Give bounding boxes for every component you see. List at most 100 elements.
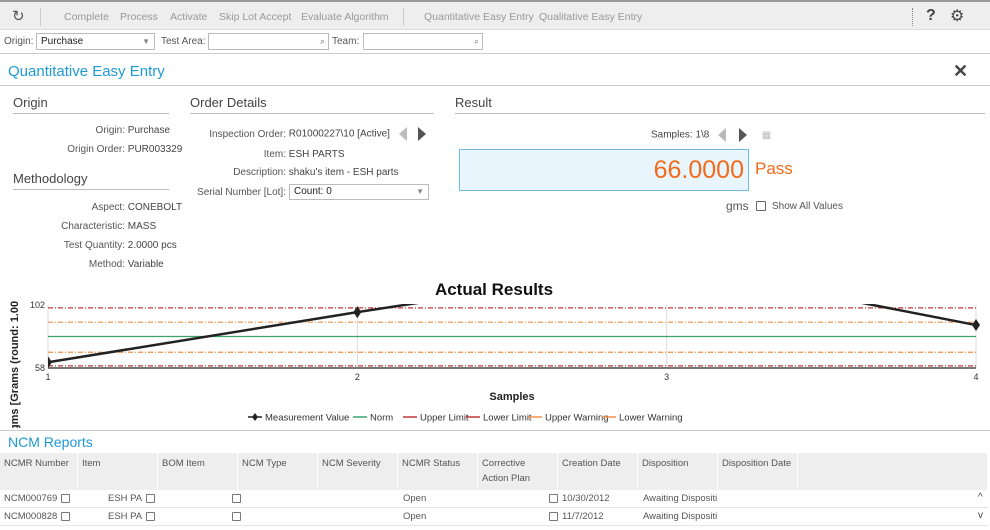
field-label: Inspection Order: <box>209 128 286 140</box>
aspect-field: Aspect: CONEBOLT <box>13 202 182 213</box>
filter-bar: Origin: Purchase ▼ Test Area: ⌕ Team: ⌕ <box>0 30 990 54</box>
chevron-down-icon: ▼ <box>416 187 424 196</box>
test-area-label: Test Area: <box>161 36 206 47</box>
method-field: Method: Variable <box>13 259 164 270</box>
description-field: Description: shaku's item - ESH parts <box>190 167 398 178</box>
column-header[interactable]: Disposition <box>638 453 718 490</box>
header-filler <box>798 453 988 490</box>
gear-icon[interactable]: ⚙ <box>950 8 965 25</box>
calculator-icon[interactable]: ▦ <box>761 129 772 141</box>
field-label: Characteristic: <box>61 221 125 232</box>
column-header[interactable]: Disposition Date <box>718 453 798 490</box>
column-header[interactable]: Creation Date <box>558 453 638 490</box>
previous-order-icon[interactable] <box>398 127 407 141</box>
qualitative-easy-entry-button[interactable]: Qualitative Easy Entry <box>539 11 643 23</box>
test-area-input[interactable]: ⌕ <box>208 33 329 50</box>
cell-item: ESH PA <box>108 511 156 522</box>
divider <box>912 8 913 26</box>
field-value: MASS <box>127 221 157 232</box>
legend-label: Lower Warning <box>619 413 683 424</box>
legend-marker <box>252 413 258 421</box>
skip-lot-accept-button[interactable]: Skip Lot Accept <box>219 11 292 23</box>
result-value-input[interactable]: 66.0000 <box>459 149 749 191</box>
open-record-icon[interactable] <box>146 493 156 503</box>
field-value: R01000227\10 [Active] <box>288 128 390 140</box>
cell-text: Awaiting Dispositi <box>643 511 718 522</box>
chevron-down-icon: ▼ <box>142 37 150 46</box>
item-field: Item: ESH PARTS <box>190 149 345 160</box>
panel-header: Quantitative Easy Entry ✕ <box>0 56 990 86</box>
field-value: PUR003329 <box>127 144 183 155</box>
column-header[interactable]: BOM Item <box>158 453 238 490</box>
field-value: Variable <box>127 259 164 270</box>
origin-field: Origin: Purchase <box>13 125 170 136</box>
y-tick-label: 102 <box>30 300 45 310</box>
origin-dropdown[interactable]: Purchase ▼ <box>36 33 155 50</box>
scroll-down-icon[interactable]: v <box>978 510 983 521</box>
team-input[interactable]: ⌕ <box>363 33 483 50</box>
open-record-icon[interactable] <box>61 493 71 503</box>
lookup-icon[interactable]: ⌕ <box>473 36 479 46</box>
field-value: 2.0000 pcs <box>127 240 177 251</box>
legend-item: Upper Limit <box>403 413 469 424</box>
field-label: Description: <box>233 167 286 178</box>
activate-button[interactable]: Activate <box>170 11 208 23</box>
open-record-icon[interactable] <box>549 512 558 521</box>
quantitative-easy-entry-button[interactable]: Quantitative Easy Entry <box>424 11 534 23</box>
show-all-values-label: Show All Values <box>772 201 843 212</box>
team-label: Team: <box>332 36 360 47</box>
open-record-icon[interactable] <box>232 512 241 521</box>
field-label: Serial Number [Lot]: <box>197 187 286 198</box>
column-header[interactable]: NCM Severity <box>318 453 398 490</box>
field-value: CONEBOLT <box>127 202 183 213</box>
actual-results-chart: Actual Results gms [Grams (round: 1.00 S… <box>9 280 980 428</box>
data-point <box>353 306 362 319</box>
open-record-icon[interactable] <box>61 511 71 521</box>
scroll-up-icon[interactable]: ^ <box>978 492 983 503</box>
lookup-icon[interactable]: ⌕ <box>319 36 325 46</box>
cell-text: 11/7/2012 <box>562 511 604 522</box>
y-tick-label: 58 <box>35 363 45 373</box>
serial-number-label: Serial Number [Lot]: <box>190 187 286 198</box>
toolbar: ↻ Complete Process Activate Skip Lot Acc… <box>0 0 990 30</box>
cell-text: Open <box>403 511 427 522</box>
serial-number-dropdown[interactable]: Count: 0 ▼ <box>289 184 429 200</box>
cell-text: 10/30/2012 <box>562 493 610 504</box>
table-row[interactable] <box>0 508 988 526</box>
cell-number: NCM000828 <box>4 511 71 522</box>
open-record-icon[interactable] <box>146 511 156 521</box>
next-sample-icon[interactable] <box>738 128 747 142</box>
complete-button[interactable]: Complete <box>64 11 109 23</box>
next-order-icon[interactable] <box>417 127 426 141</box>
column-header[interactable]: Item <box>78 453 158 490</box>
column-header[interactable]: Corrective Action Plan <box>478 453 558 490</box>
close-icon[interactable]: ✕ <box>953 61 969 81</box>
result-status: Pass <box>755 159 793 178</box>
legend-label: Upper Limit <box>420 413 469 424</box>
previous-sample-icon[interactable] <box>718 128 727 142</box>
process-button[interactable]: Process <box>120 11 158 23</box>
table-row[interactable] <box>0 490 988 508</box>
show-all-values-checkbox[interactable] <box>756 201 766 211</box>
x-tick-label: 3 <box>664 372 669 382</box>
field-value: Purchase <box>127 125 171 136</box>
refresh-icon[interactable]: ↻ <box>12 8 25 25</box>
cell-text: ESH PA <box>108 511 143 522</box>
inspection-order-field: Inspection Order: R01000227\10 [Active] <box>190 127 426 141</box>
field-label: Test Quantity: <box>63 240 125 251</box>
column-header[interactable]: NCMR Status <box>398 453 478 490</box>
panel-title: Quantitative Easy Entry <box>8 63 165 80</box>
samples-nav: Samples: 1\8 ▦ <box>651 128 771 142</box>
help-icon[interactable]: ? <box>926 7 936 24</box>
evaluate-algorithm-button[interactable]: Evaluate Algorithm <box>301 11 389 23</box>
open-record-icon[interactable] <box>232 494 241 503</box>
divider <box>403 8 404 26</box>
column-header[interactable]: NCMR Number <box>0 453 78 490</box>
serial-number-value: Count: 0 <box>294 186 332 197</box>
column-header[interactable]: NCM Type <box>238 453 318 490</box>
data-point <box>972 319 980 332</box>
cell-text: Awaiting Dispositi <box>643 493 718 504</box>
cell-text: NCM000769 <box>4 493 58 504</box>
field-label: Method: <box>88 259 125 270</box>
open-record-icon[interactable] <box>549 494 558 503</box>
